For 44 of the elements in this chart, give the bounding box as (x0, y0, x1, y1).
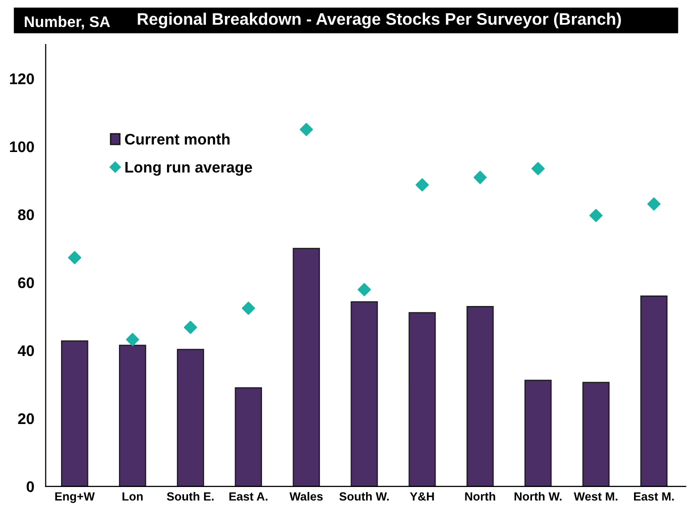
legend-label: Long run average (125, 162, 252, 176)
x-tick-label: South E. (166, 492, 214, 501)
x-tick-label: North W. (514, 492, 562, 501)
bar (118, 344, 146, 486)
point (531, 162, 545, 176)
y-tick-label: 80 (18, 209, 34, 220)
x-tick-label: Wales (290, 492, 323, 501)
bar (640, 296, 668, 486)
x-tick-label: Y&H (410, 492, 434, 501)
bar (582, 382, 610, 486)
y-tick-label: 20 (18, 413, 34, 424)
x-tick-label: West M. (574, 492, 618, 501)
bar (466, 306, 494, 486)
point (242, 302, 256, 315)
y-tick-label: 100 (10, 141, 34, 152)
y-tick-label: 120 (10, 73, 34, 84)
x-tick-label: South W. (339, 492, 389, 501)
x-tick-label: East A. (229, 492, 268, 501)
point (474, 170, 487, 184)
y-tick-label: 60 (18, 277, 34, 288)
legend-label: Current month (125, 133, 230, 145)
x-tick-label: East M. (634, 492, 674, 501)
bar (524, 380, 552, 486)
bar (61, 340, 88, 486)
point (647, 197, 660, 211)
bar (176, 348, 204, 486)
y-tick-label: 0 (26, 481, 34, 492)
chart-title: Regional Breakdown - Average Stocks Per Surveyor (Branch) (138, 12, 621, 28)
point (68, 251, 82, 264)
x-tick-label: Eng+W (55, 492, 95, 503)
y-tick-label: 40 (18, 345, 34, 356)
bar (234, 387, 262, 486)
point (300, 122, 313, 136)
point (126, 332, 140, 346)
point (416, 178, 429, 192)
bar (350, 301, 378, 486)
bar (292, 248, 320, 486)
bar (408, 312, 436, 486)
point (358, 283, 371, 296)
x-tick-label: Lon (122, 492, 143, 501)
x-tick-label: North (465, 492, 496, 501)
point (184, 320, 198, 334)
y-axis-title: Number, SA (24, 16, 110, 30)
point (589, 208, 603, 222)
